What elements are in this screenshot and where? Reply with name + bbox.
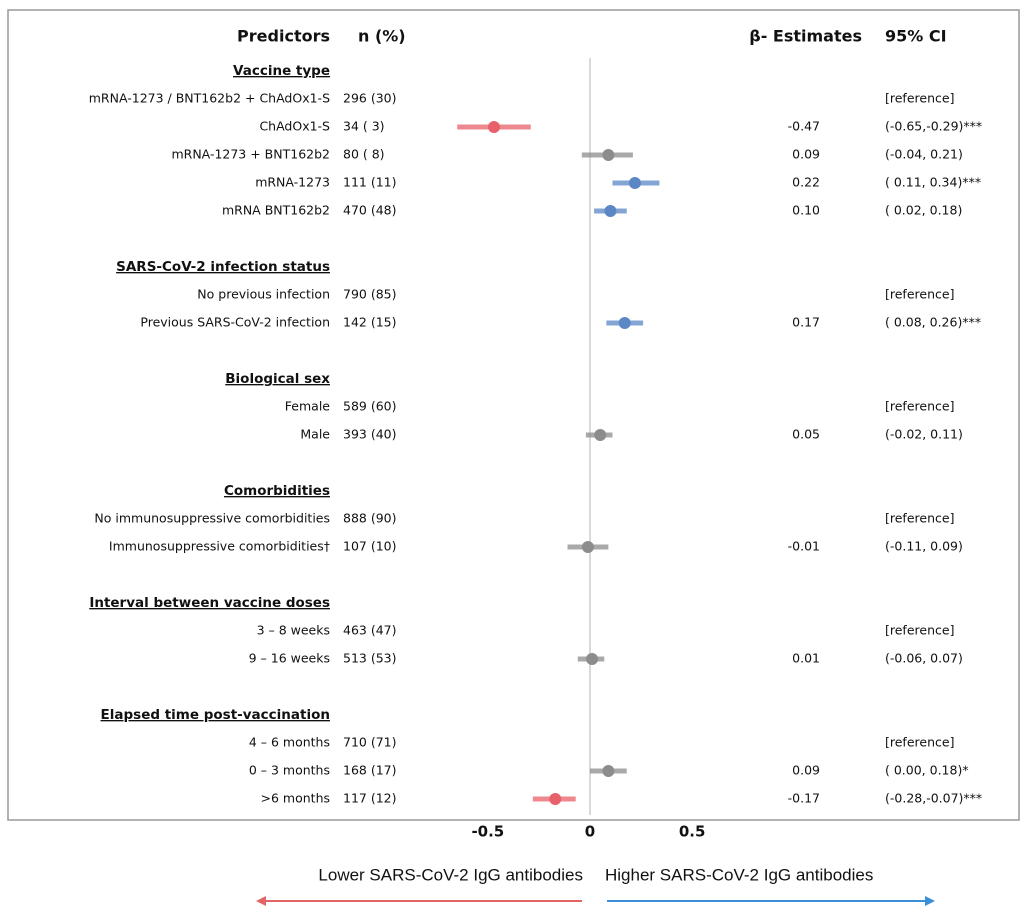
estimate-point [602, 765, 615, 777]
frame [7, 9, 1020, 821]
estimate-label: 0.09 [792, 147, 820, 162]
n-label: 296 (30) [343, 91, 397, 106]
section-heading: Comorbidities [224, 483, 330, 499]
row-label: 9 – 16 weeks [249, 651, 330, 666]
row-label: No previous infection [197, 287, 330, 302]
estimate-point [487, 121, 500, 133]
n-label: 513 (53) [343, 651, 397, 666]
header-n: n (%) [358, 27, 406, 46]
arrowhead-lower [256, 896, 266, 906]
estimate-label: 0.22 [792, 175, 820, 190]
estimate-point [602, 149, 615, 161]
estimate-label: 0.10 [792, 203, 820, 218]
estimate-label: 0.01 [792, 651, 820, 666]
ci-label: [reference] [885, 287, 954, 302]
row-label: 4 – 6 months [249, 735, 330, 750]
estimate-point [594, 429, 607, 441]
ci-label: ( 0.08, 0.26)*** [885, 315, 981, 330]
annotation-lower: Lower SARS-CoV-2 IgG antibodies [318, 865, 583, 884]
row-label: mRNA-1273 [255, 175, 330, 190]
arrowhead-higher [925, 896, 935, 906]
ci-label: (-0.02, 0.11) [885, 427, 963, 442]
n-label: 463 (47) [343, 623, 397, 638]
section-heading: SARS-CoV-2 infection status [116, 259, 330, 275]
n-label: 34 ( 3) [343, 119, 385, 134]
ci-label: [reference] [885, 399, 954, 414]
row-label: No immunosuppressive comorbidities [94, 511, 330, 526]
estimate-point [604, 205, 617, 217]
row-label: mRNA BNT162b2 [222, 203, 330, 218]
n-label: 589 (60) [343, 399, 397, 414]
n-label: 80 ( 8) [343, 147, 385, 162]
row-label: mRNA-1273 / BNT162b2 + ChAdOx1-S [89, 91, 330, 106]
estimate-point [581, 541, 594, 553]
x-tick-label: -0.5 [471, 823, 504, 841]
estimate-label: -0.17 [788, 791, 820, 806]
row-label: mRNA-1273 + BNT162b2 [171, 147, 330, 162]
n-label: 393 (40) [343, 427, 397, 442]
row-label: Immunosuppressive comorbidities† [109, 539, 330, 554]
n-label: 470 (48) [343, 203, 397, 218]
estimate-label: 0.09 [792, 763, 820, 778]
ci-label: (-0.11, 0.09) [885, 539, 963, 554]
row-label: Male [300, 427, 330, 442]
ci-label: [reference] [885, 623, 954, 638]
header-estimates: β- Estimates [749, 27, 862, 46]
estimate-label: 0.17 [792, 315, 820, 330]
ci-label: [reference] [885, 735, 954, 750]
n-label: 790 (85) [343, 287, 397, 302]
header-predictors: Predictors [237, 27, 330, 46]
estimate-point [628, 177, 641, 189]
estimate-label: -0.47 [788, 119, 820, 134]
n-label: 111 (11) [343, 175, 397, 190]
row-label: Female [285, 399, 331, 414]
estimate-point [618, 317, 631, 329]
row-label: 3 – 8 weeks [257, 623, 330, 638]
header-ci: 95% CI [885, 27, 947, 46]
estimate-label: -0.01 [788, 539, 820, 554]
n-label: 117 (12) [343, 791, 397, 806]
ci-label: ( 0.00, 0.18)* [885, 763, 969, 778]
ci-label: [reference] [885, 511, 954, 526]
estimate-point [549, 793, 562, 805]
ci-label: ( 0.11, 0.34)*** [885, 175, 981, 190]
ci-label: [reference] [885, 91, 954, 106]
x-tick-label: 0.5 [679, 823, 706, 841]
section-heading: Biological sex [225, 371, 330, 387]
n-label: 888 (90) [343, 511, 397, 526]
estimate-label: 0.05 [792, 427, 820, 442]
x-tick-label: 0 [585, 823, 595, 841]
row-label: Previous SARS-CoV-2 infection [140, 315, 330, 330]
section-heading: Vaccine type [233, 63, 330, 79]
ci-label: (-0.06, 0.07) [885, 651, 963, 666]
row-label: >6 months [261, 791, 330, 806]
ci-label: (-0.28,-0.07)*** [885, 791, 982, 806]
annotation-higher: Higher SARS-CoV-2 IgG antibodies [605, 865, 873, 884]
ci-label: (-0.04, 0.21) [885, 147, 963, 162]
n-label: 710 (71) [343, 735, 397, 750]
n-label: 142 (15) [343, 315, 397, 330]
row-label: ChAdOx1-S [259, 119, 330, 134]
ci-label: ( 0.02, 0.18) [885, 203, 962, 218]
n-label: 168 (17) [343, 763, 397, 778]
n-label: 107 (10) [343, 539, 397, 554]
row-label: 0 – 3 months [249, 763, 330, 778]
estimate-point [586, 653, 599, 665]
section-heading: Elapsed time post-vaccination [101, 707, 330, 723]
ci-label: (-0.65,-0.29)*** [885, 119, 982, 134]
section-heading: Interval between vaccine doses [89, 595, 330, 611]
